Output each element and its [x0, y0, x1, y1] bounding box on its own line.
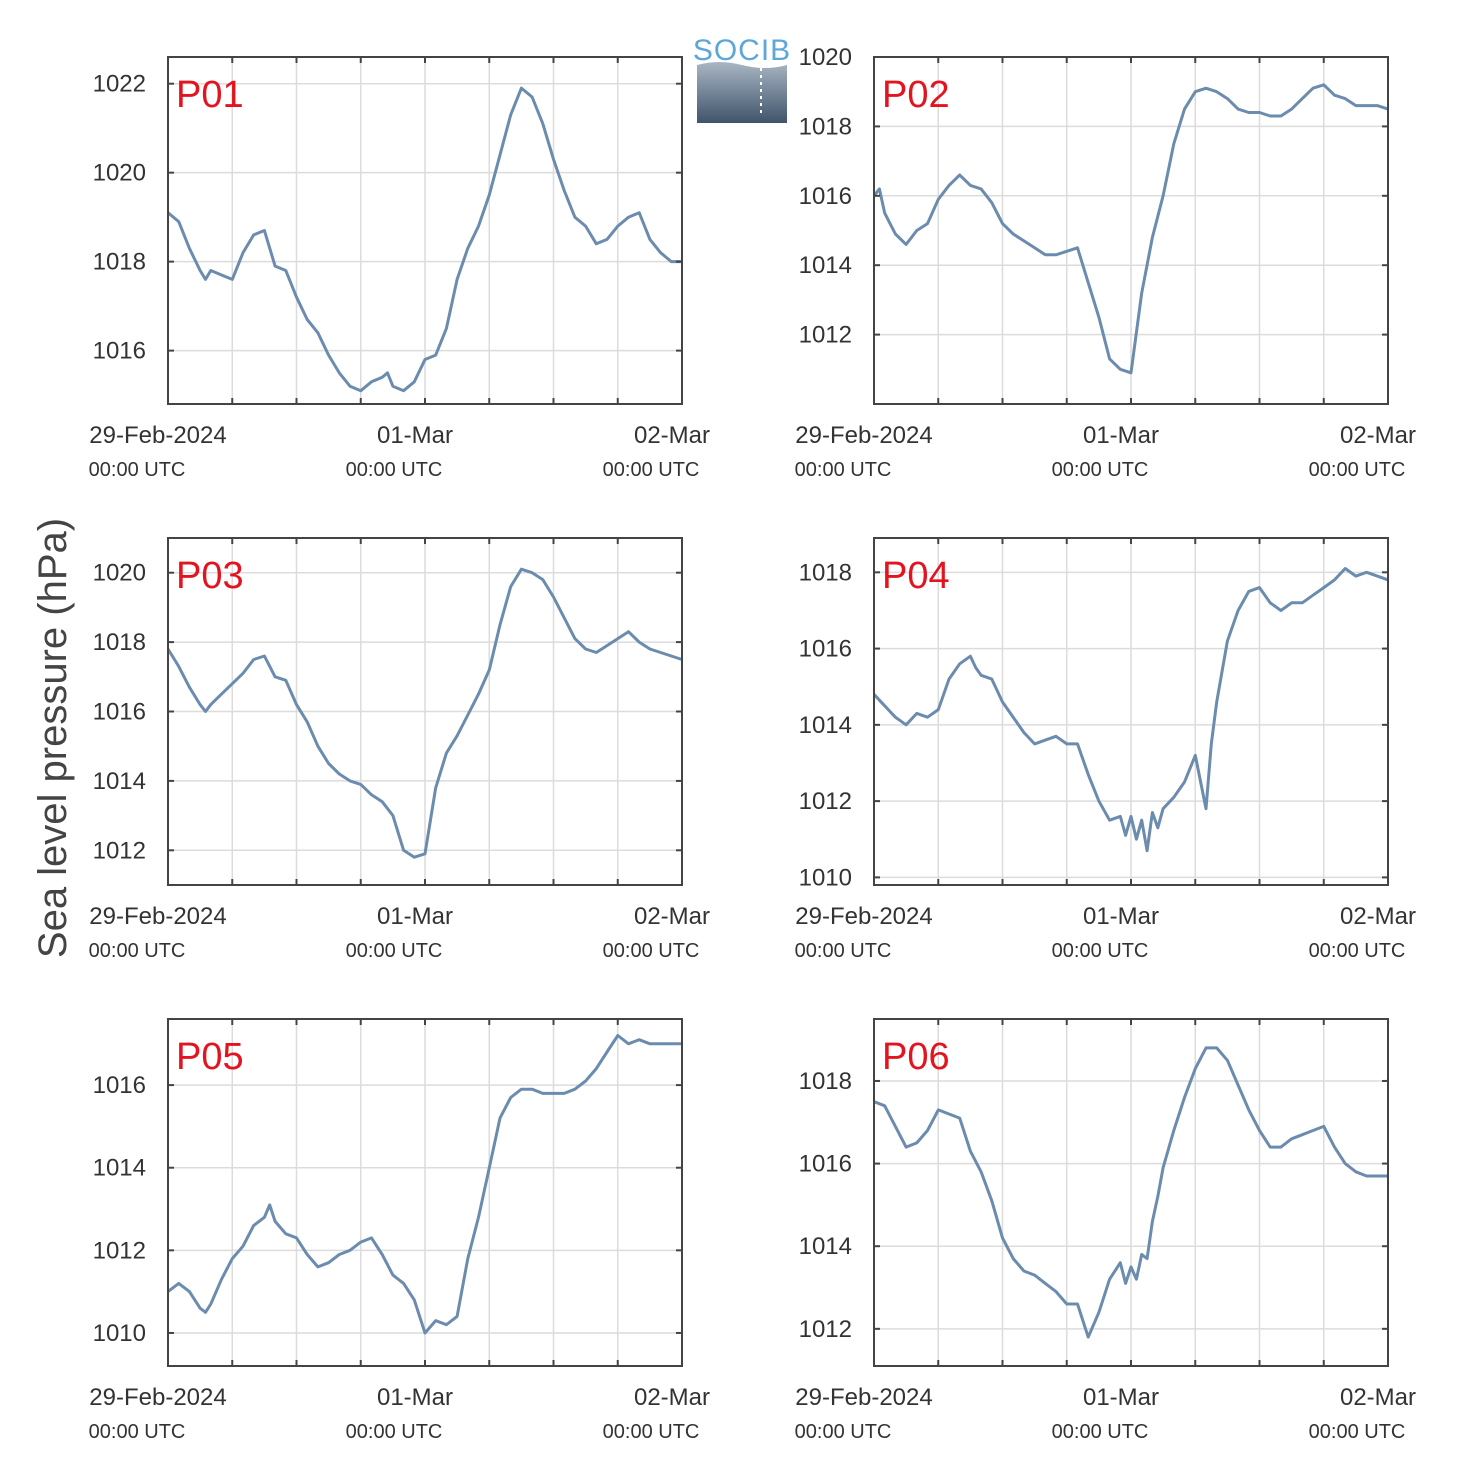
y-tick-label: 1012 [93, 1237, 146, 1264]
y-tick-label: 1018 [799, 559, 852, 586]
chart-panel-p02: 1012 1014 1016 1018 1020 29-Feb-2024 00:00 UTC… [795, 44, 1416, 481]
series-line-p05 [167, 1034, 682, 1335]
x-tick-label: 01-Mar [377, 1384, 453, 1411]
chart-panel-p04: 1010 1012 1014 1016 1018 29-Feb-2024 00:00 UTC… [795, 537, 1416, 962]
x-tick-label: 02-Mar [1340, 422, 1416, 449]
x-tick-label: 29-Feb-2024 [89, 1384, 226, 1411]
y-tick-label: 1012 [93, 837, 146, 864]
x-tick-label: 29-Feb-2024 [795, 903, 932, 930]
x-tick-sublabel: 00:00 UTC [89, 1421, 186, 1443]
x-tick-sublabel: 00:00 UTC [89, 459, 186, 481]
y-tick-label: 1010 [799, 864, 852, 891]
x-tick-label: 02-Mar [634, 903, 710, 930]
x-tick-label: 01-Mar [377, 422, 453, 449]
socib-logo: SOCIB [693, 34, 791, 123]
y-tick-label: 1016 [799, 183, 852, 210]
y-tick-label: 1020 [93, 160, 146, 187]
y-tick-label: 1012 [799, 1316, 852, 1343]
y-tick-label: 1016 [93, 338, 146, 365]
y-tick-label: 1012 [799, 788, 852, 815]
y-tick-label: 1020 [799, 44, 852, 71]
y-tick-label: 1016 [799, 1151, 852, 1178]
logo-text: SOCIB [693, 34, 791, 67]
x-tick-sublabel: 00:00 UTC [603, 940, 700, 962]
y-tick-label: 1022 [93, 71, 146, 98]
x-tick-sublabel: 00:00 UTC [795, 459, 892, 481]
x-tick-label: 01-Mar [1083, 422, 1159, 449]
y-tick-label: 1014 [93, 1155, 146, 1182]
y-tick-label: 1016 [799, 636, 852, 663]
x-tick-sublabel: 00:00 UTC [1309, 1421, 1406, 1443]
y-tick-label: 1018 [799, 113, 852, 140]
panel-title: P01 [176, 74, 244, 116]
x-tick-label: 02-Mar [634, 422, 710, 449]
x-tick-label: 02-Mar [1340, 1384, 1416, 1411]
y-tick-label: 1016 [93, 1072, 146, 1099]
x-tick-label: 01-Mar [377, 903, 453, 930]
x-tick-sublabel: 00:00 UTC [1309, 459, 1406, 481]
x-tick-label: 29-Feb-2024 [795, 1384, 932, 1411]
x-tick-sublabel: 00:00 UTC [346, 459, 443, 481]
x-tick-sublabel: 00:00 UTC [1052, 1421, 1149, 1443]
x-tick-sublabel: 00:00 UTC [346, 1421, 443, 1443]
series-line-p02 [872, 83, 1389, 375]
x-tick-sublabel: 00:00 UTC [1052, 459, 1149, 481]
x-tick-label: 29-Feb-2024 [89, 422, 226, 449]
y-tick-label: 1014 [799, 252, 852, 279]
y-tick-label: 1014 [799, 712, 852, 739]
chart-panel-p06: 1012 1014 1016 1018 29-Feb-2024 00:00 UTC 01-M… [795, 1018, 1416, 1443]
panel-title: P02 [882, 74, 950, 116]
series-line-p04 [872, 567, 1389, 853]
y-tick-label: 1018 [93, 629, 146, 656]
y-tick-label: 1010 [93, 1320, 146, 1347]
x-tick-sublabel: 00:00 UTC [89, 940, 186, 962]
x-tick-sublabel: 00:00 UTC [603, 459, 700, 481]
panels: 1016 1018 1020 1022 29-Feb-2024 00:00 UTC 01-M… [89, 44, 1416, 1443]
panel-title: P04 [882, 555, 950, 597]
x-tick-label: 01-Mar [1083, 1384, 1159, 1411]
series-line-p01 [167, 86, 682, 393]
x-tick-label: 29-Feb-2024 [89, 903, 226, 930]
chart-panel-p03: 1012 1014 1016 1018 1020 29-Feb-2024 00:00 UTC… [89, 537, 710, 962]
x-tick-sublabel: 00:00 UTC [346, 940, 443, 962]
y-tick-label: 1020 [93, 560, 146, 587]
x-tick-label: 01-Mar [1083, 903, 1159, 930]
x-tick-sublabel: 00:00 UTC [1052, 940, 1149, 962]
logo-wave [697, 62, 787, 123]
x-tick-sublabel: 00:00 UTC [1309, 940, 1406, 962]
y-tick-label: 1018 [93, 249, 146, 276]
chart-panel-p01: 1016 1018 1020 1022 29-Feb-2024 00:00 UTC 01-M… [89, 56, 710, 481]
series-line-p06 [873, 1046, 1388, 1339]
y-tick-label: 1012 [799, 322, 852, 349]
y-tick-label: 1016 [93, 699, 146, 726]
x-tick-sublabel: 00:00 UTC [795, 940, 892, 962]
x-tick-label: 29-Feb-2024 [795, 422, 932, 449]
y-tick-label: 1018 [799, 1068, 852, 1095]
x-tick-label: 02-Mar [634, 1384, 710, 1411]
x-tick-sublabel: 00:00 UTC [603, 1421, 700, 1443]
x-tick-label: 02-Mar [1340, 903, 1416, 930]
panel-title: P06 [882, 1036, 950, 1078]
chart-panel-p05: 1010 1012 1014 1016 29-Feb-2024 00:00 UTC 01-M… [89, 1018, 710, 1443]
panel-title: P03 [176, 555, 244, 597]
x-tick-sublabel: 00:00 UTC [795, 1421, 892, 1443]
y-tick-label: 1014 [799, 1233, 852, 1260]
y-tick-label: 1014 [93, 768, 146, 795]
y-axis-label: Sea level pressure (hPa) [31, 518, 75, 958]
series-line-p03 [166, 567, 683, 859]
panel-title: P05 [176, 1036, 244, 1078]
